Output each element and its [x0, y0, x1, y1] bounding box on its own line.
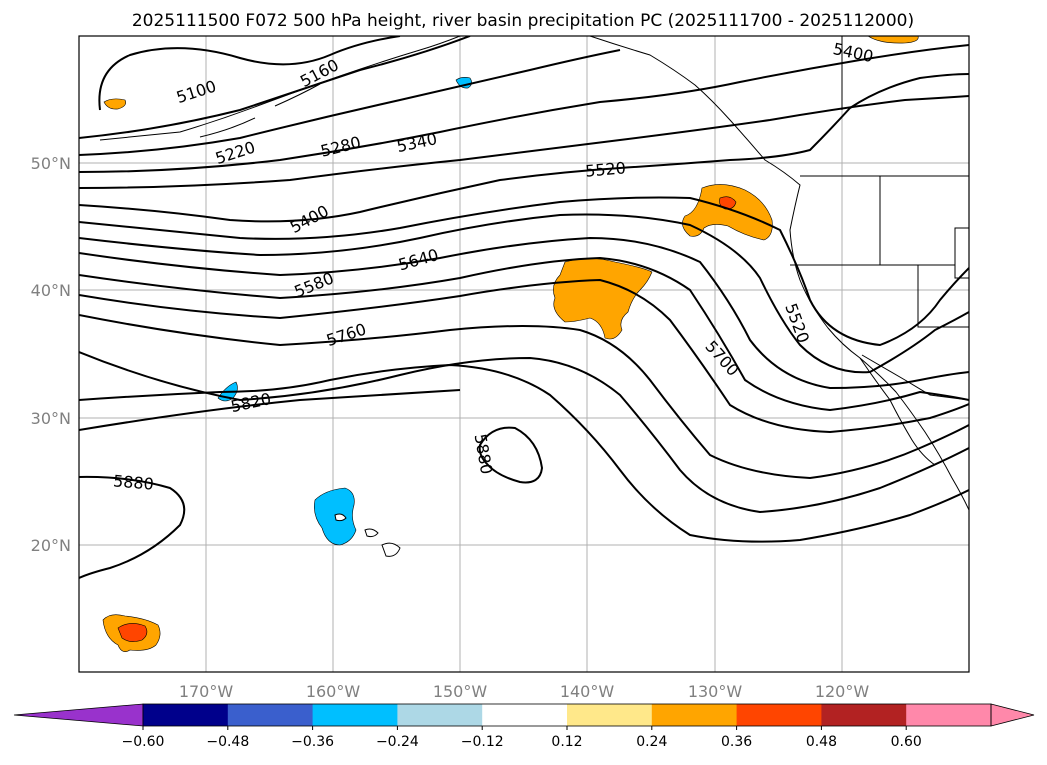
colorbar-segment [651, 704, 738, 726]
contour-line-5700 [79, 278, 969, 434]
colorbar-segment [482, 704, 568, 726]
colorbar-tick-label: 0.36 [721, 734, 752, 750]
island-big-island [381, 542, 401, 557]
lon-label-160w: 160°W [306, 682, 361, 701]
lon-label-140w: 140°W [560, 682, 615, 701]
latitude-labels: 50°N 40°N 30°N 20°N [31, 154, 71, 555]
precip-strong-area-pacific-northwest [719, 196, 737, 210]
border-us-states-west [790, 36, 969, 328]
map-content: 5100 5160 5220 5280 5340 5400 5400 5520 … [79, 36, 969, 672]
lat-label-30n: 30°N [31, 409, 71, 428]
colorbar-segment [567, 704, 653, 726]
map-title: 2025111500 F072 500 hPa height, river ba… [132, 11, 914, 31]
contour-line-5520 [79, 213, 969, 374]
colorbar-segment [227, 704, 314, 726]
colorbar-extend-min [13, 703, 144, 727]
lon-label-170w: 170°W [179, 682, 234, 701]
colorbar-tick-label: −0.60 [122, 734, 165, 750]
colorbar-tick-label: 0.24 [636, 734, 667, 750]
contour-line-5640 [79, 256, 969, 412]
longitude-labels: 170°W 160°W 150°W 140°W 130°W 120°W [179, 682, 870, 701]
colorbar-segment [397, 704, 483, 726]
colorbar-tick-label: 0.60 [891, 734, 922, 750]
map-frame [78, 35, 970, 673]
lon-label-130w: 130°W [688, 682, 743, 701]
hawaiian-islands [334, 513, 401, 557]
colorbar-tick-label: −0.24 [376, 734, 419, 750]
colorbar-segment [736, 704, 822, 726]
coastline-aleutian-islands [199, 83, 321, 138]
colorbar-segment [143, 704, 229, 726]
precip-shading [102, 36, 919, 652]
colorbar-segment [906, 704, 992, 726]
coastline-baja-california [859, 357, 936, 466]
contour-line-5400 [79, 73, 969, 223]
contour-line-5160 [79, 36, 471, 139]
colorbar-segment [312, 704, 398, 726]
contour-line-5340 [79, 95, 969, 189]
colorbar-tick-label: −0.12 [461, 734, 504, 750]
border-us-mexico [861, 354, 969, 401]
colorbar-tick-label: 0.48 [806, 734, 837, 750]
contour-line-5880-west [79, 475, 186, 579]
contour-line-5880-b [79, 389, 461, 431]
lon-label-120w: 120°W [815, 682, 870, 701]
contour-line-5280 [79, 44, 969, 173]
precip-positive-area-dateline-north [103, 98, 126, 110]
lat-label-20n: 20°N [31, 536, 71, 555]
contour-line-5880-a [79, 363, 969, 543]
colorbar-tick-label: 0.12 [551, 734, 582, 750]
lat-label-40n: 40°N [31, 281, 71, 300]
contour-label-5880-west: 5880 [112, 471, 154, 493]
contour-line-5220 [79, 49, 621, 156]
lon-label-150w: 150°W [433, 682, 488, 701]
island-oahu [334, 513, 347, 522]
precip-positive-area-offshore-ne [867, 36, 919, 44]
colorbar: −0.60 −0.48 −0.36 −0.24 −0.12 0.12 0.24 0.36 0.4… [13, 703, 1035, 750]
colorbar-segment [821, 704, 907, 726]
gridlines [79, 36, 969, 672]
colorbar-tick-label: −0.48 [206, 734, 249, 750]
contour-line-5880-closed [478, 426, 544, 484]
precip-strong-area-west-pacific [117, 623, 148, 642]
lat-label-50n: 50°N [31, 154, 71, 173]
contour-label-5520-north: 5520 [584, 158, 626, 180]
contour-line-5760 [79, 314, 969, 480]
map-background [79, 36, 969, 672]
island-maui [364, 528, 379, 538]
colorbar-extend-max [990, 703, 1035, 727]
height-contours [79, 36, 969, 579]
precip-positive-area-central-pacific [553, 258, 653, 340]
contour-line-5460 [79, 196, 969, 347]
colorbar-tick-label: −0.36 [291, 734, 334, 750]
precip-positive-area-pacific-northwest [682, 184, 773, 241]
contour-line-5580 [79, 236, 969, 390]
contour-line-5100 [98, 36, 401, 111]
contour-line-5820 [79, 351, 969, 514]
